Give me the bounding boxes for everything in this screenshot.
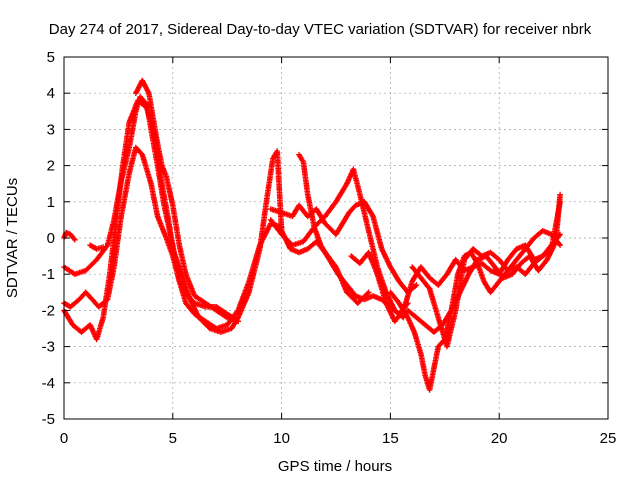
y-tick-label: 2 bbox=[47, 158, 55, 175]
x-axis-label: GPS time / hours bbox=[278, 458, 392, 475]
y-tick-label: -4 bbox=[42, 375, 55, 392]
series-markers bbox=[61, 144, 241, 325]
series-markers bbox=[267, 166, 407, 321]
y-tick-label: -5 bbox=[42, 411, 55, 428]
y-tick-label: 0 bbox=[47, 230, 55, 247]
x-tick-label: 15 bbox=[382, 430, 399, 447]
x-tick-label: 25 bbox=[600, 430, 617, 447]
y-tick-label: 5 bbox=[47, 49, 55, 66]
x-tick-label: 10 bbox=[273, 430, 290, 447]
data-series bbox=[61, 77, 563, 393]
y-tick-label: 1 bbox=[47, 194, 55, 211]
y-tick-label: -2 bbox=[42, 302, 55, 319]
series-track-12 bbox=[387, 199, 563, 393]
chart-title: Day 274 of 2017, Sidereal Day-to-day VTE… bbox=[49, 21, 592, 38]
series-markers bbox=[409, 228, 563, 350]
y-tick-label: 3 bbox=[47, 121, 55, 138]
y-tick-label: -1 bbox=[42, 266, 55, 283]
series-markers bbox=[87, 242, 106, 252]
y-axis-label: SDTVAR / TECUs bbox=[4, 178, 21, 298]
y-tick-label: -3 bbox=[42, 339, 55, 356]
axis-ticks: 0 5 10 15 20 25 -5 -4 -3 -2 -1 0 1 2 3 4 5 bbox=[42, 49, 617, 447]
series-track-3 bbox=[61, 144, 241, 325]
series-track-10 bbox=[267, 166, 407, 321]
x-tick-label: 0 bbox=[60, 430, 68, 447]
series-markers bbox=[387, 199, 563, 393]
x-tick-label: 20 bbox=[491, 430, 508, 447]
series-markers bbox=[133, 77, 241, 325]
series-track-6 bbox=[133, 77, 241, 325]
y-tick-label: 4 bbox=[47, 85, 55, 102]
series-track-14 bbox=[409, 228, 563, 350]
x-tick-label: 5 bbox=[169, 430, 177, 447]
series-track-5 bbox=[87, 242, 106, 252]
